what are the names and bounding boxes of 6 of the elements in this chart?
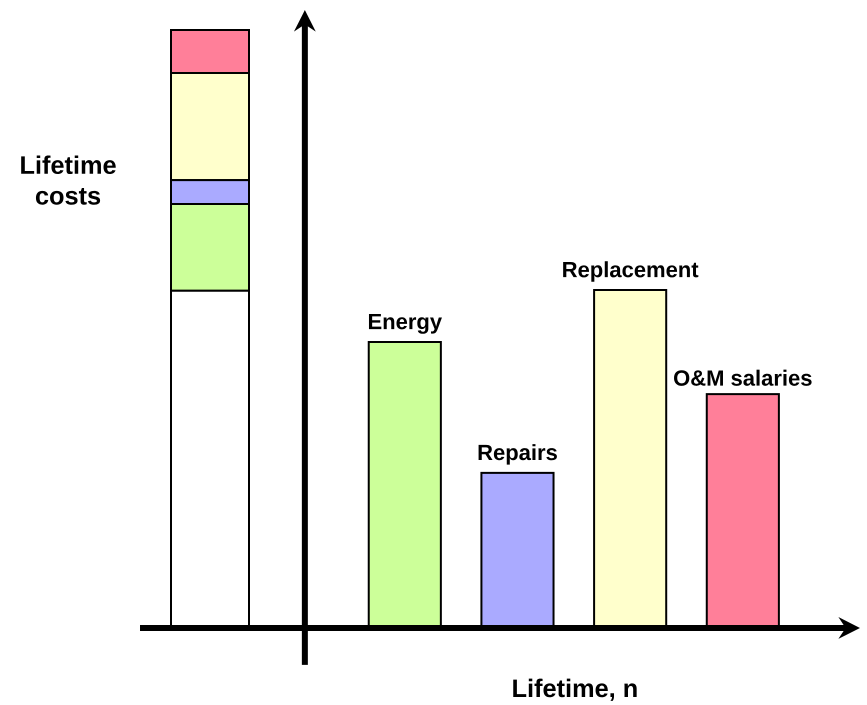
x-tick-label: Replacement [563, 261, 698, 282]
x-axis-title: Lifetime, n [513, 678, 637, 701]
x-tick-label: Repairs [478, 444, 557, 465]
y-axis-title: Lifetime costs [21, 155, 116, 205]
x-tick-label: Energy [368, 314, 442, 334]
x-tick-label: O&M salaries [674, 370, 812, 386]
